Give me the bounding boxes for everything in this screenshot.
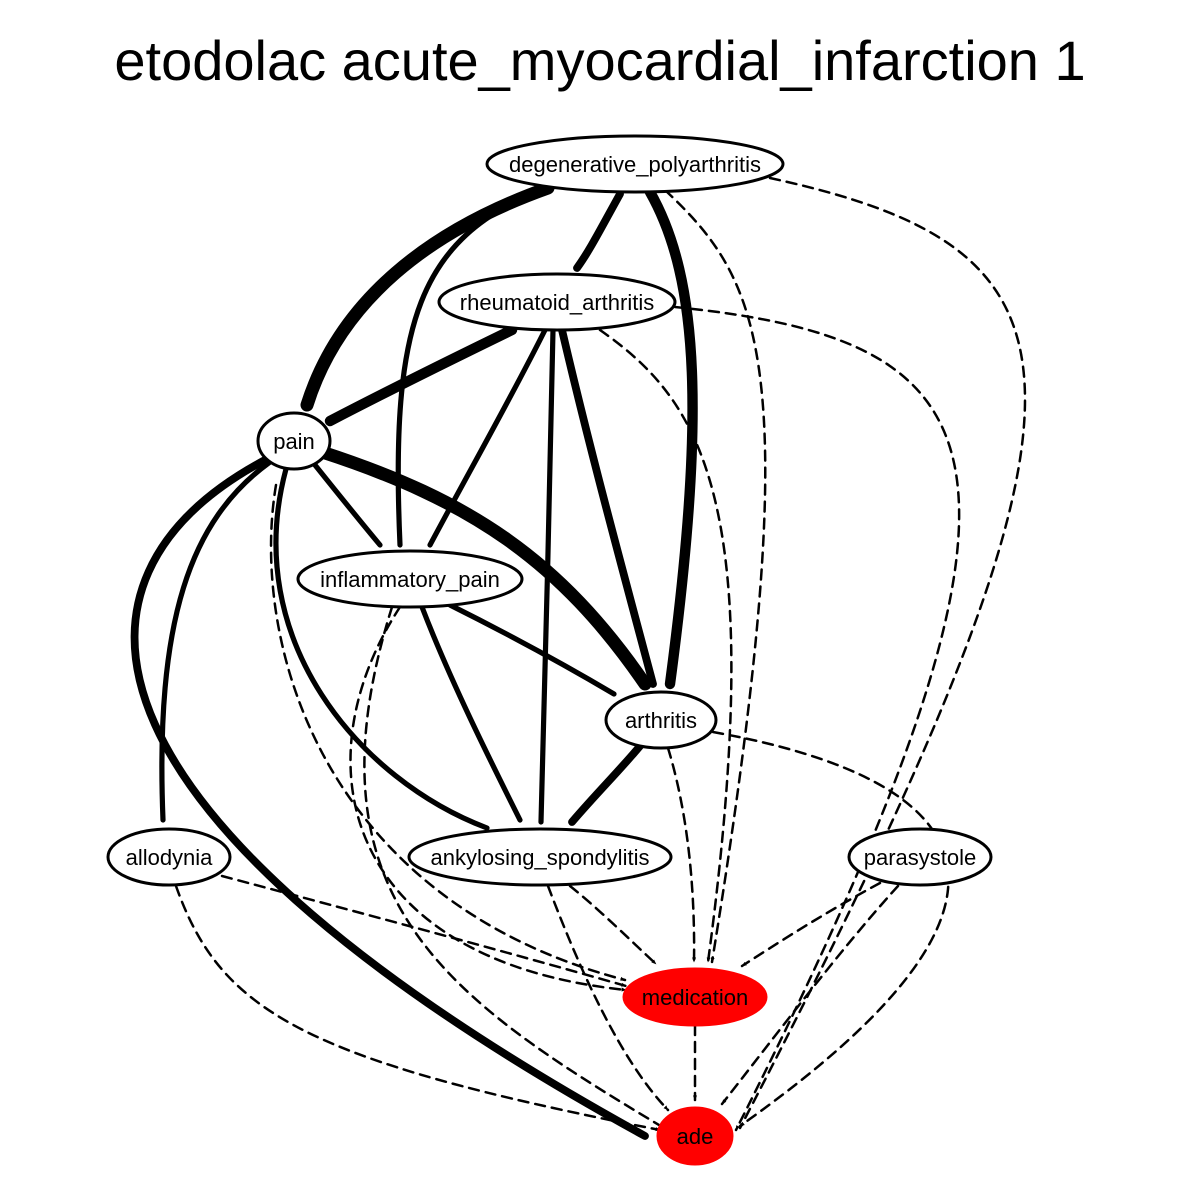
edge-parasystole-to-ade: [720, 884, 900, 1106]
node-shape: [437, 272, 677, 332]
edge-pain-to-medication: [269, 483, 627, 982]
edge-inflammatory_pain-to-ankylosing_spondylitis: [419, 604, 523, 823]
edge-ankylosing_spondylitis-to-medication: [568, 884, 658, 966]
node-label: rheumatoid_arthritis: [460, 290, 654, 315]
edge-degenerative_polyarthritis-to-medication: [663, 188, 767, 964]
node-label: parasystole: [864, 845, 977, 870]
edge-arthritis-to-medication: [666, 746, 697, 964]
node-label: ankylosing_spondylitis: [431, 845, 650, 870]
edge-pain-to-inflammatory_pain: [312, 462, 383, 548]
node-medication: medication: [622, 967, 768, 1027]
edge-degenerative_polyarthritis-to-inflammatory_pain: [395, 187, 543, 548]
node-label: arthritis: [625, 708, 697, 733]
node-shape: [296, 549, 524, 609]
edge-degenerative_polyarthritis-to-rheumatoid_arthritis: [573, 190, 624, 272]
node-arthritis: arthritis: [604, 690, 718, 750]
node-shape: [656, 1106, 734, 1166]
edge-pain-to-ankylosing_spondylitis: [273, 466, 490, 831]
node-pain: pain: [256, 411, 332, 471]
node-shape: [407, 827, 673, 887]
edge-allodynia-to-medication: [220, 874, 628, 988]
edge-degenerative_polyarthritis-to-ade: [738, 176, 1027, 1130]
node-ade: ade: [656, 1106, 734, 1166]
node-label: medication: [642, 985, 748, 1010]
node-degenerative_polyarthritis: degenerative_polyarthritis: [485, 134, 785, 194]
node-shape: [106, 827, 232, 887]
edge-arthritis-to-ankylosing_spondylitis: [568, 742, 644, 826]
edge-inflammatory_pain-to-medication: [349, 605, 628, 992]
edge-inflammatory_pain-to-arthritis: [447, 602, 617, 697]
node-shape: [256, 411, 332, 471]
edge-rheumatoid_arthritis-to-medication: [598, 328, 733, 964]
edges-layer: [130, 176, 1027, 1140]
node-label: pain: [273, 429, 315, 454]
node-shape: [485, 134, 785, 194]
node-label: ade: [677, 1124, 714, 1149]
node-label: allodynia: [126, 845, 214, 870]
node-shape: [604, 690, 718, 750]
edge-rheumatoid_arthritis-to-inflammatory_pain: [427, 327, 548, 548]
edge-rheumatoid_arthritis-to-pain: [324, 324, 518, 427]
edge-rheumatoid_arthritis-to-ade: [673, 305, 961, 1132]
edge-pain-to-ade: [130, 456, 649, 1140]
edge-parasystole-to-medication: [740, 881, 882, 968]
node-label: degenerative_polyarthritis: [509, 152, 761, 177]
node-ankylosing_spondylitis: ankylosing_spondylitis: [407, 827, 673, 887]
edge-allodynia-to-ade: [174, 884, 662, 1132]
node-label: inflammatory_pain: [320, 567, 500, 592]
node-parasystole: parasystole: [847, 827, 993, 887]
edge-degenerative_polyarthritis-to-arthritis: [644, 186, 698, 690]
graph-title: etodolac acute_myocardial_infarction 1: [114, 29, 1086, 92]
node-allodynia: allodynia: [106, 827, 232, 887]
node-shape: [847, 827, 993, 887]
node-rheumatoid_arthritis: rheumatoid_arthritis: [437, 272, 677, 332]
nodes-layer: degenerative_polyarthritis rheumatoid_art…: [106, 134, 993, 1166]
edge-pain-to-arthritis: [315, 445, 652, 691]
node-shape: [622, 967, 768, 1027]
edge-rheumatoid_arthritis-to-arthritis: [558, 326, 657, 688]
edge-ankylosing_spondylitis-to-ade: [546, 884, 670, 1112]
node-inflammatory_pain: inflammatory_pain: [296, 549, 524, 609]
edge-inflammatory_pain-to-ade: [363, 605, 666, 1130]
edge-arthritis-to-ade: [711, 730, 950, 1128]
